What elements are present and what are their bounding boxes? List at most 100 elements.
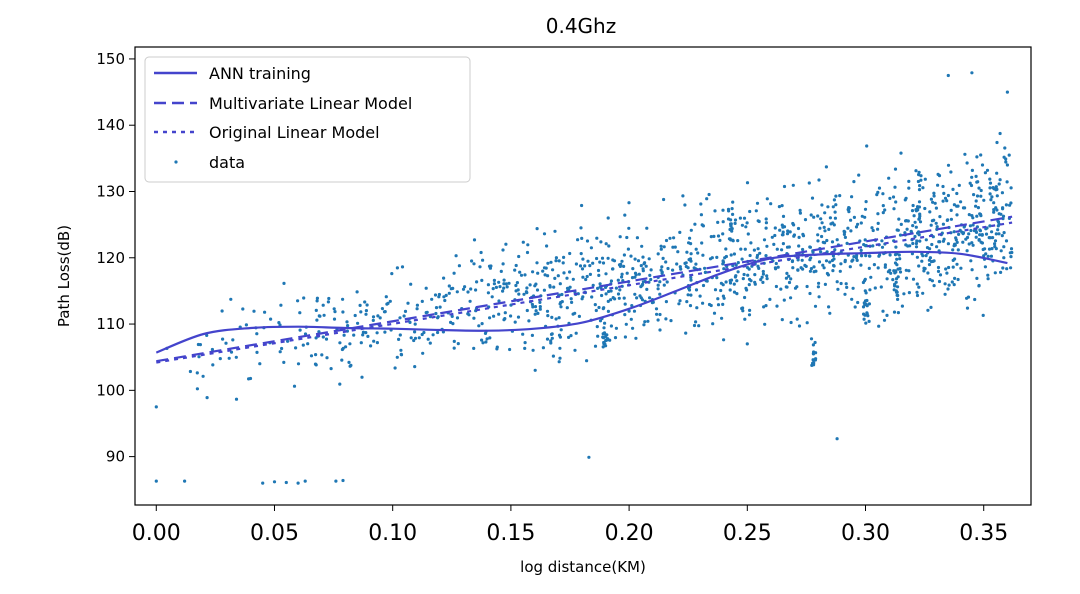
data-point: [929, 197, 934, 201]
data-point: [375, 341, 379, 345]
data-point: [685, 250, 689, 254]
data-point: [719, 288, 723, 293]
data-point: [875, 193, 879, 197]
data-point: [918, 184, 922, 188]
data-point: [732, 290, 737, 294]
data-point: [914, 245, 919, 249]
data-point: [210, 347, 214, 352]
data-point: [603, 335, 608, 339]
data-point: [1000, 191, 1005, 195]
data-point: [451, 286, 455, 290]
data-point: [975, 194, 980, 198]
data-point: [550, 336, 554, 340]
data-point: [699, 213, 704, 217]
data-point: [436, 330, 440, 335]
y-tick-label: 120: [96, 249, 125, 267]
data-point: [729, 222, 733, 226]
data-point: [984, 252, 988, 256]
data-point: [452, 346, 456, 350]
data-point: [703, 266, 707, 270]
data-point: [756, 247, 760, 251]
data-point: [695, 306, 699, 310]
data-point: [640, 244, 644, 248]
data-point: [988, 192, 992, 196]
data-point: [954, 236, 958, 240]
data-point: [703, 270, 708, 274]
data-point: [904, 268, 908, 272]
data-point: [689, 275, 693, 280]
data-point: [677, 302, 681, 306]
data-point: [523, 346, 527, 350]
data-point: [241, 307, 245, 311]
data-point: [552, 285, 556, 289]
data-point: [733, 218, 738, 222]
data-point: [580, 236, 584, 240]
data-point: [825, 271, 830, 276]
data-point: [321, 303, 325, 307]
data-point: [426, 337, 430, 341]
data-point: [196, 342, 200, 347]
data-point: [672, 236, 676, 240]
x-axis-label: log distance(KM): [520, 558, 646, 576]
data-point: [773, 226, 777, 230]
data-point: [642, 323, 646, 327]
data-point: [915, 207, 919, 212]
data-point: [248, 376, 253, 381]
data-point: [635, 236, 640, 240]
data-point: [781, 214, 786, 218]
data-point: [333, 310, 337, 314]
data-point: [494, 285, 498, 289]
data-point: [812, 265, 816, 269]
data-point: [359, 310, 363, 314]
data-point: [660, 265, 664, 269]
data-point: [934, 221, 938, 225]
data-point: [395, 266, 399, 270]
data-point: [662, 245, 666, 249]
data-point: [780, 248, 784, 252]
data-point: [491, 287, 495, 291]
data-point: [932, 218, 936, 222]
data-point: [865, 144, 869, 148]
data-point: [831, 269, 835, 273]
data-point: [810, 196, 815, 200]
data-point: [571, 277, 575, 281]
data-point: [1004, 160, 1008, 164]
data-point: [604, 285, 608, 289]
data-point: [535, 227, 539, 231]
data-point: [986, 254, 990, 258]
data-point: [816, 285, 821, 289]
data-point: [808, 291, 812, 296]
data-point: [757, 266, 761, 270]
data-point: [516, 288, 520, 292]
data-point: [533, 305, 538, 309]
data-point: [629, 254, 633, 258]
ann-training-line: [155, 250, 1008, 354]
data-point: [957, 232, 961, 236]
data-point: [881, 192, 885, 196]
data-point: [620, 259, 624, 263]
data-point: [913, 234, 917, 239]
data-point: [920, 252, 924, 256]
data-point: [978, 233, 982, 237]
data-point: [541, 269, 545, 273]
data-point: [486, 291, 490, 295]
data-point: [633, 257, 637, 261]
data-point: [692, 323, 697, 328]
data-point: [630, 304, 634, 308]
data-point: [970, 175, 974, 179]
data-point: [740, 257, 744, 261]
data-point: [647, 257, 651, 261]
data-point: [641, 280, 646, 284]
data-point: [911, 277, 916, 281]
data-point: [995, 194, 999, 198]
data-point: [931, 200, 935, 204]
data-point: [876, 212, 880, 216]
data-point: [850, 297, 854, 301]
data-point: [340, 358, 344, 362]
data-point: [759, 278, 763, 282]
data-point: [984, 232, 989, 236]
x-tick-label: 0.35: [959, 521, 1008, 546]
data-point: [845, 241, 849, 245]
data-point: [188, 369, 192, 374]
data-point: [970, 268, 974, 272]
